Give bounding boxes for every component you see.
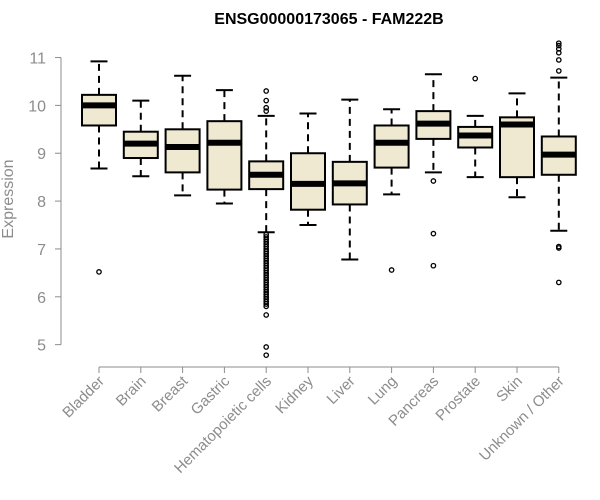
x-tick-label: Bladder bbox=[59, 373, 108, 422]
box-skin bbox=[499, 92, 535, 199]
x-tick-label: Skin bbox=[493, 373, 526, 406]
x-tick-label: Breast bbox=[149, 372, 192, 415]
outlier-point bbox=[263, 303, 270, 310]
iqr-box bbox=[81, 93, 117, 127]
y-tick-label: 6 bbox=[37, 290, 46, 307]
chart-title: ENSG00000173065 - FAM222B bbox=[214, 11, 443, 28]
outlier-point bbox=[263, 312, 270, 318]
box-kidney bbox=[290, 112, 326, 227]
x-tick-label: Prostate bbox=[432, 373, 484, 425]
box-unknown-other bbox=[540, 40, 577, 286]
outlier-point bbox=[96, 269, 102, 275]
outlier-point bbox=[555, 42, 562, 49]
y-tick-label: 7 bbox=[37, 242, 46, 259]
x-tick-label: Brain bbox=[113, 373, 150, 410]
box-breast bbox=[164, 74, 201, 197]
outlier-point bbox=[555, 49, 562, 56]
outlier-point bbox=[430, 262, 437, 269]
outlier-point bbox=[430, 178, 437, 184]
outlier-point bbox=[430, 230, 437, 237]
outlier-point bbox=[555, 279, 562, 286]
outlier-point bbox=[263, 301, 270, 307]
outlier-point bbox=[263, 344, 270, 350]
iqr-box bbox=[206, 120, 243, 191]
outlier-point bbox=[263, 88, 270, 94]
box-brain bbox=[122, 99, 159, 178]
outlier-point bbox=[555, 40, 562, 47]
box-lung bbox=[373, 108, 410, 273]
y-tick-label: 9 bbox=[37, 146, 46, 163]
iqr-box bbox=[373, 124, 410, 169]
box-bladder bbox=[81, 60, 117, 275]
outlier-point bbox=[263, 352, 270, 359]
iqr-box bbox=[164, 128, 201, 174]
box-series bbox=[81, 40, 577, 359]
box-prostate bbox=[457, 75, 494, 179]
x-tick-label: Lung bbox=[365, 373, 401, 409]
y-axis-label: Expression bbox=[0, 159, 17, 238]
outlier-point bbox=[472, 75, 479, 82]
box-liver bbox=[331, 98, 368, 261]
outlier-point bbox=[263, 108, 270, 114]
outlier-point bbox=[388, 267, 395, 273]
outlier-point bbox=[555, 245, 562, 251]
outlier-point bbox=[263, 97, 270, 104]
box-hematopoietic-cells bbox=[248, 88, 285, 359]
x-tick-label: Liver bbox=[324, 373, 359, 408]
outlier-point bbox=[263, 104, 270, 111]
outlier-point bbox=[555, 68, 562, 74]
y-tick-label: 10 bbox=[28, 98, 46, 115]
y-axis: 5 6 7 8 9 10 11 bbox=[28, 51, 62, 355]
box-gastric bbox=[206, 89, 243, 205]
y-tick-label: 5 bbox=[37, 338, 46, 355]
outlier-point bbox=[555, 57, 562, 63]
box-pancreas bbox=[415, 73, 452, 269]
y-tick-label: 8 bbox=[37, 194, 46, 211]
y-tick-label: 11 bbox=[29, 51, 46, 68]
x-tick-label: Kidney bbox=[272, 372, 317, 417]
